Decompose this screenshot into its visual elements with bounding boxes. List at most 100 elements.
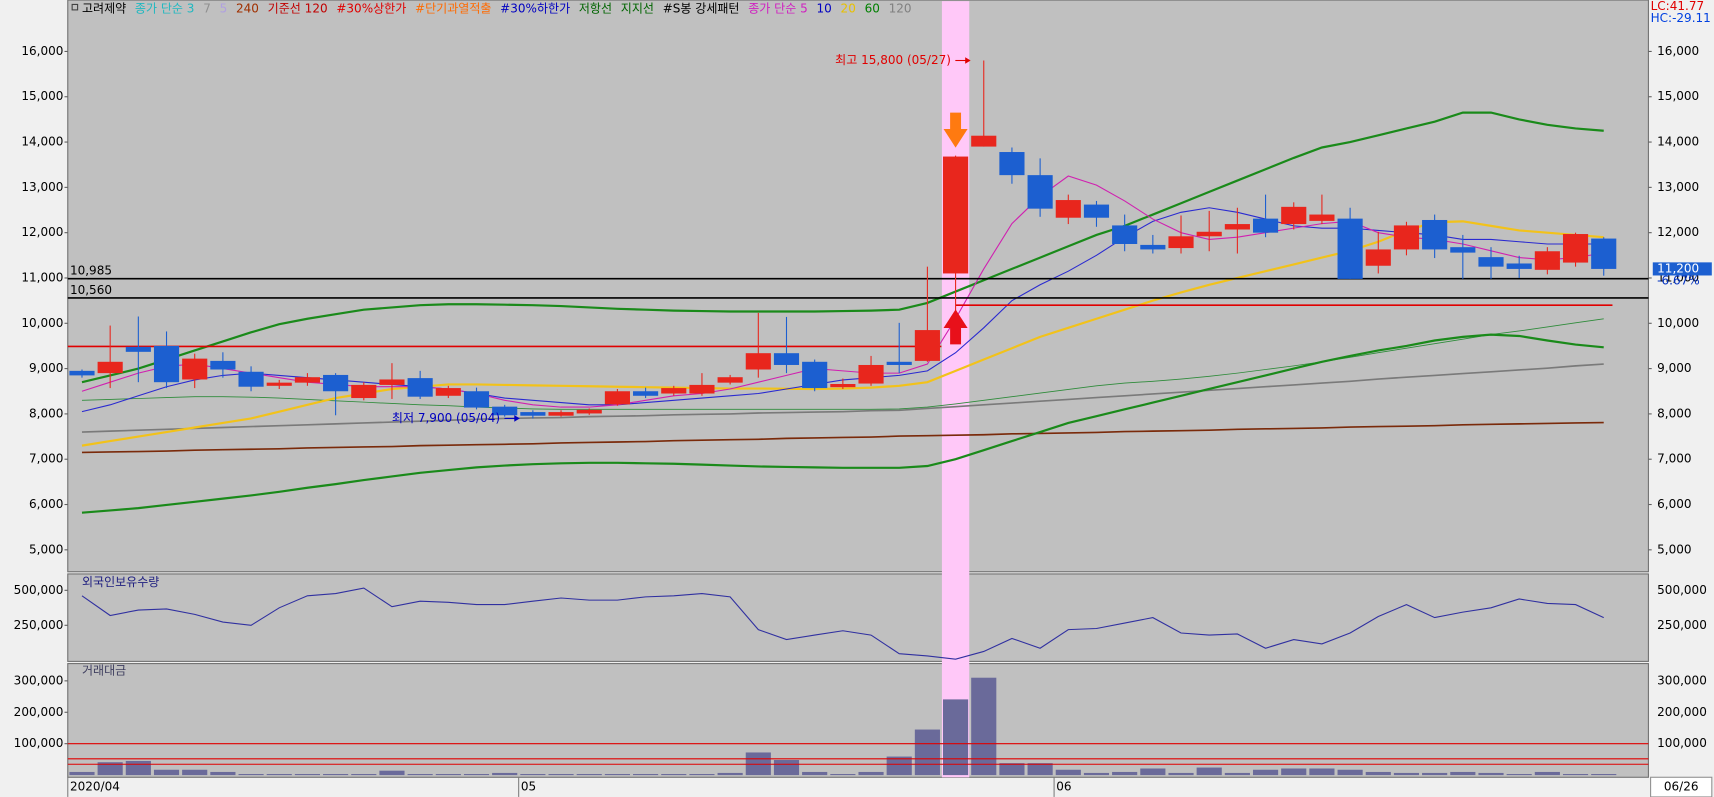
- candle-body: [1450, 247, 1476, 253]
- candle-body: [1591, 238, 1617, 269]
- candle-body: [463, 391, 490, 408]
- ma-line: [81, 333, 1604, 514]
- panel-title: 외국인보유수량: [82, 575, 159, 589]
- candle-body: [492, 406, 518, 416]
- candle-body: [886, 361, 912, 365]
- candle-body: [351, 384, 377, 399]
- candle-body: [858, 364, 884, 384]
- x-tick-label: 05: [521, 780, 536, 794]
- y-tick-label-right: 500,000: [1657, 583, 1707, 597]
- legend-entry: #30%상한가: [336, 1, 406, 15]
- volume-bar: [999, 763, 1025, 776]
- legend-entry: 240: [236, 1, 259, 15]
- volume-bar: [1309, 768, 1335, 776]
- volume-bar: [661, 774, 687, 776]
- volume-bar: [1140, 768, 1166, 776]
- legend-entry: 지지선: [621, 1, 654, 15]
- candle-body: [1365, 249, 1391, 266]
- candle-body: [943, 156, 969, 274]
- volume-bar: [830, 774, 856, 776]
- ma-line: [81, 111, 1604, 384]
- volume-bar: [1337, 769, 1363, 776]
- y-tick-label-right: 250,000: [1657, 618, 1707, 632]
- candle-body: [802, 361, 828, 389]
- legend-entry: 60: [865, 1, 880, 15]
- volume-bar: [492, 772, 518, 776]
- ma-line: [81, 421, 1604, 454]
- volume-bar: [689, 774, 715, 776]
- y-tick-label-right: 15,000: [1657, 89, 1699, 103]
- volume-bar: [351, 774, 377, 776]
- x-tick-label: 06: [1056, 780, 1071, 794]
- candle-body: [1027, 175, 1053, 209]
- panel-title: 거래대금: [82, 664, 126, 678]
- candle-body: [1252, 218, 1279, 233]
- candle-body: [661, 388, 687, 394]
- y-tick-label: 13,000: [21, 180, 63, 194]
- y-tick-label: 11,000: [21, 270, 63, 284]
- foreign-line: [81, 587, 1604, 660]
- candle-body: [153, 345, 180, 383]
- candle-body: [576, 409, 602, 414]
- volume-bar: [802, 771, 828, 776]
- volume-bar: [153, 769, 180, 776]
- foreign-plot: [67, 573, 1649, 662]
- last-price: 11,200: [1657, 261, 1699, 275]
- volume-bar: [379, 770, 405, 776]
- last-date: 06/26: [1664, 780, 1699, 794]
- annotation: 최고 15,800 (05/27): [835, 53, 951, 67]
- volume-bar: [548, 774, 574, 776]
- legend-entry: 종가 단순 3: [135, 1, 195, 15]
- legend-entry: 20: [841, 1, 856, 15]
- candle-body: [435, 388, 461, 396]
- volume-bar: [323, 774, 349, 776]
- y-tick-label: 500,000: [14, 583, 64, 597]
- candle-body: [633, 391, 659, 396]
- legend-entry: 5: [220, 1, 228, 15]
- stat-label: HC:-29.11: [1651, 11, 1711, 25]
- volume-bar: [97, 762, 123, 776]
- volume-bar: [1083, 772, 1110, 776]
- candle-body: [1422, 219, 1448, 250]
- legend-entry: #단기과열적출: [415, 1, 491, 15]
- y-tick-label-right: 14,000: [1657, 135, 1699, 149]
- volume-bar: [576, 774, 602, 776]
- volume-bar: [1252, 769, 1279, 776]
- annotation: 최저 7,900 (05/04): [392, 411, 500, 425]
- y-tick-label: 250,000: [14, 618, 64, 632]
- legend-entry: 기준선 120: [268, 1, 328, 15]
- y-tick-label-right: 300,000: [1657, 673, 1707, 687]
- candle-body: [1562, 234, 1589, 263]
- legend-entry: 120: [889, 1, 912, 15]
- candle-body: [1224, 224, 1250, 230]
- up-arrow-icon: [943, 309, 968, 345]
- volume-bar: [266, 774, 292, 776]
- candle-body: [1196, 231, 1222, 237]
- candle-body: [379, 379, 405, 385]
- candle-body: [604, 391, 630, 405]
- volume-bar: [914, 729, 940, 776]
- volume-bar: [1027, 763, 1053, 776]
- volume-bar: [1393, 772, 1420, 776]
- down-arrow-icon: [943, 112, 968, 148]
- candle-body: [548, 412, 574, 416]
- y-tick-label: 7,000: [29, 452, 63, 466]
- volume-bar: [520, 774, 546, 776]
- y-tick-label: 10,000: [21, 316, 63, 330]
- volume-bar: [463, 774, 490, 776]
- candle-body: [266, 382, 292, 386]
- candle-body: [1478, 257, 1504, 267]
- last-price-box: [1652, 262, 1712, 276]
- y-tick-label-right: 16,000: [1657, 44, 1699, 58]
- candle-body: [1055, 200, 1081, 218]
- y-tick-label-right: 100,000: [1657, 736, 1707, 750]
- change-label: -6.67%: [1657, 273, 1700, 287]
- candle-body: [238, 371, 264, 387]
- volume-bar: [886, 756, 912, 776]
- candle-body: [1140, 244, 1166, 250]
- volume-bar: [1365, 771, 1391, 776]
- candle-body: [773, 353, 800, 365]
- candle-body: [689, 384, 715, 394]
- y-tick-label-right: 8,000: [1657, 406, 1691, 420]
